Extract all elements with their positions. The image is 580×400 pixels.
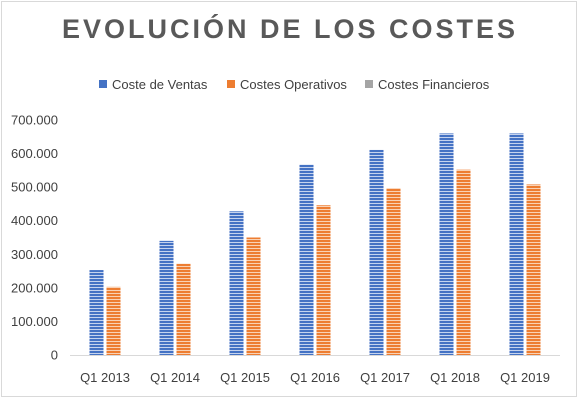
y-tick-label: 200.000 <box>11 280 58 295</box>
y-tick-label: 300.000 <box>11 247 58 262</box>
chart-legend: Coste de Ventas Costes Operativos Costes… <box>0 74 580 94</box>
bar-coste-de-ventas-q1-2013 <box>89 270 104 355</box>
bar-costes-operativos-q1-2015 <box>246 237 261 355</box>
legend-label-costes-financieros: Costes Financieros <box>378 76 490 92</box>
y-tick-label: 100.000 <box>11 314 58 329</box>
legend-item-coste-de-ventas: Coste de Ventas <box>99 74 207 94</box>
bar-costes-operativos-q1-2013 <box>106 286 121 355</box>
bar-coste-de-ventas-q1-2016 <box>299 164 314 355</box>
bar-coste-de-ventas-q1-2015 <box>229 211 244 355</box>
bar-costes-operativos-q1-2018 <box>456 169 471 355</box>
x-tick-label: Q1 2013 <box>80 370 130 385</box>
y-tick-label: 600.000 <box>11 146 58 161</box>
legend-label-costes-operativos: Costes Operativos <box>240 76 347 92</box>
legend-item-costes-financieros: Costes Financieros <box>365 74 489 94</box>
legend-swatch-costes-operativos <box>227 80 235 88</box>
x-tick-label: Q1 2018 <box>430 370 480 385</box>
y-tick-label: 700.000 <box>11 113 58 128</box>
legend-label-coste-de-ventas: Coste de Ventas <box>112 76 208 92</box>
x-tick-label: Q1 2015 <box>220 370 270 385</box>
bar-coste-de-ventas-q1-2014 <box>159 240 174 355</box>
x-tick-label: Q1 2019 <box>500 370 550 385</box>
legend-swatch-costes-financieros <box>365 80 373 88</box>
y-tick-label: 0 <box>51 348 58 363</box>
bar-coste-de-ventas-q1-2018 <box>439 133 454 355</box>
legend-swatch-coste-de-ventas <box>99 80 107 88</box>
chart-title: EVOLUCIÓN DE LOS COSTES <box>61 14 519 44</box>
bar-costes-operativos-q1-2017 <box>386 188 401 355</box>
y-tick-label: 400.000 <box>11 213 58 228</box>
bar-costes-operativos-q1-2016 <box>316 205 331 355</box>
x-tick-label: Q1 2014 <box>150 370 200 385</box>
x-tick-label: Q1 2016 <box>290 370 340 385</box>
bar-coste-de-ventas-q1-2019 <box>509 133 524 355</box>
x-tick-label: Q1 2017 <box>360 370 410 385</box>
bar-coste-de-ventas-q1-2017 <box>369 149 384 355</box>
legend-item-costes-operativos: Costes Operativos <box>227 74 347 94</box>
y-tick-label: 500.000 <box>11 180 58 195</box>
bar-costes-operativos-q1-2014 <box>176 263 191 355</box>
bar-costes-operativos-q1-2019 <box>526 184 541 355</box>
